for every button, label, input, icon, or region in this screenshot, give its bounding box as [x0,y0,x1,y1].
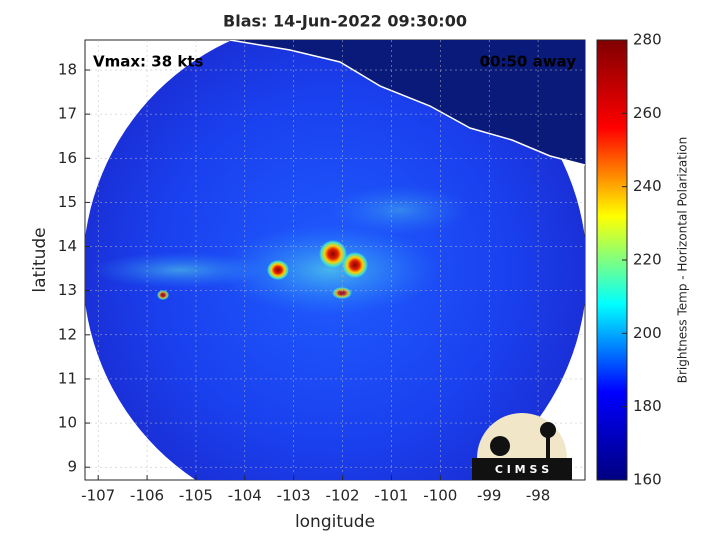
title: Blas: 14-Jun-2022 09:30:00 [223,12,467,31]
colorbar-tick-label: 160 [633,471,662,489]
x-tick-label: -99 [477,487,502,505]
coastline [229,40,585,166]
x-tick-label: -106 [130,487,164,505]
colorbar-tick-label: 180 [633,397,662,415]
colorbar-tick-label: 280 [633,31,662,49]
convection [157,290,169,300]
colorbar-tick-label: 220 [633,251,662,269]
x-tick-label: -102 [326,487,360,505]
cloud-band [90,252,270,288]
y-axis-label: latitude [30,227,50,292]
logo: C I M S S [472,413,572,480]
convection [319,240,347,268]
logo-text: C I M S S [495,463,549,476]
imagery [85,40,585,480]
time-label: 00:50 away [480,53,577,71]
convection [342,252,368,278]
colorbar-tick-label: 260 [633,104,662,122]
y-tick-label: 9 [67,458,77,476]
colorbar-label: Brightness Temp - Horizontal Polarizatio… [676,137,690,384]
cloud-band [330,185,470,235]
colorbar-tick-label: 240 [633,177,662,195]
x-tick-label: -100 [423,487,457,505]
y-tick-label: 10 [58,414,77,432]
x-tick-label: -105 [179,487,213,505]
convection [267,260,289,280]
vmax-label: Vmax: 38 kts [93,53,203,71]
x-tick-label: -101 [374,487,408,505]
y-tick-label: 17 [58,105,77,123]
x-tick-label: -107 [81,487,115,505]
cloud-band [220,225,440,315]
x-tick-label: -104 [228,487,262,505]
convection [332,287,352,299]
land [230,40,585,165]
y-tick-label: 14 [58,237,77,255]
y-tick-label: 16 [58,149,77,167]
y-tick-label: 12 [58,325,77,343]
x-tick-label: -98 [526,487,551,505]
x-tick-label: -103 [277,487,311,505]
x-axis-label: longitude [295,512,375,532]
colorbar-tick-label: 200 [633,324,662,342]
axes: -107 -106 -105 -104 -103 -102 -101 -100 -99 -98 9 1… [58,40,585,505]
y-tick-label: 18 [58,61,77,79]
y-tick-label: 13 [58,281,77,299]
y-tick-label: 15 [58,193,77,211]
y-tick-label: 11 [58,369,77,387]
